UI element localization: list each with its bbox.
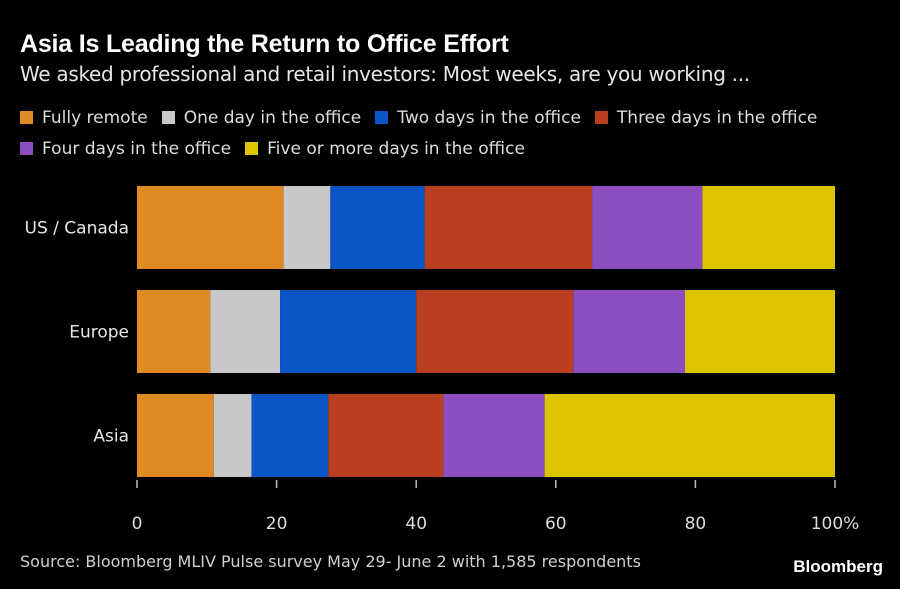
legend-item-fully-remote: Fully remote [20, 106, 148, 129]
chart-title: Asia Is Leading the Return to Office Eff… [20, 30, 509, 58]
bar-segment [702, 186, 835, 269]
bar-segment [137, 186, 284, 269]
bar-segment [328, 394, 444, 477]
legend-label: Fully remote [42, 107, 148, 128]
legend-swatch [20, 111, 33, 124]
tick-label: 0 [132, 514, 143, 534]
bar-segment [251, 394, 329, 477]
legend-swatch [161, 111, 175, 124]
legend-label: Four days in the office [42, 138, 232, 159]
bar-segment [210, 290, 281, 373]
bar-segment [592, 186, 703, 269]
legend-item-two-days: Two days in the office [375, 106, 581, 129]
tick-label: 80 [685, 514, 707, 534]
legend-label: Two days in the office [397, 107, 581, 128]
tick-label: 40 [405, 514, 427, 534]
source-note: Source: Bloomberg MLIV Pulse survey May … [20, 552, 641, 571]
category-label: US / Canada [25, 219, 129, 239]
legend: Fully remote One day in the office Two d… [20, 106, 890, 160]
bar-segment [280, 290, 417, 373]
bar-segment [137, 394, 214, 477]
bar-segment [684, 290, 835, 373]
legend-label: Three days in the office [616, 107, 818, 128]
bloomberg-logo: Bloomberg [793, 557, 883, 576]
bar-segment [416, 290, 574, 373]
legend-item-four-days: Four days in the office [20, 137, 231, 160]
tick-label: 20 [266, 514, 288, 534]
tick-label: 60 [545, 514, 567, 534]
bar-segment [330, 186, 425, 269]
bar-segment [424, 186, 593, 269]
category-label: Europe [69, 323, 129, 343]
bar-segment [283, 186, 331, 269]
legend-item-five-days: Five or more days in the office [245, 137, 525, 160]
tick-label: 100% [811, 514, 860, 534]
legend-label: One day in the office [183, 107, 362, 128]
legend-swatch [594, 111, 608, 124]
legend-swatch [375, 111, 389, 124]
category-label: Asia [93, 427, 129, 447]
bar-segment [137, 290, 211, 373]
bar-segment [573, 290, 685, 373]
legend-swatch [20, 142, 33, 155]
bar-segment [443, 394, 545, 477]
bar-segment [213, 394, 252, 477]
legend-item-three-days: Three days in the office [594, 106, 818, 129]
legend-label: Five or more days in the office [267, 138, 525, 159]
legend-item-one-day: One day in the office [161, 106, 362, 129]
bar-segment [544, 394, 835, 477]
legend-swatch [245, 142, 259, 155]
chart-subtitle: We asked professional and retail investo… [20, 62, 750, 86]
